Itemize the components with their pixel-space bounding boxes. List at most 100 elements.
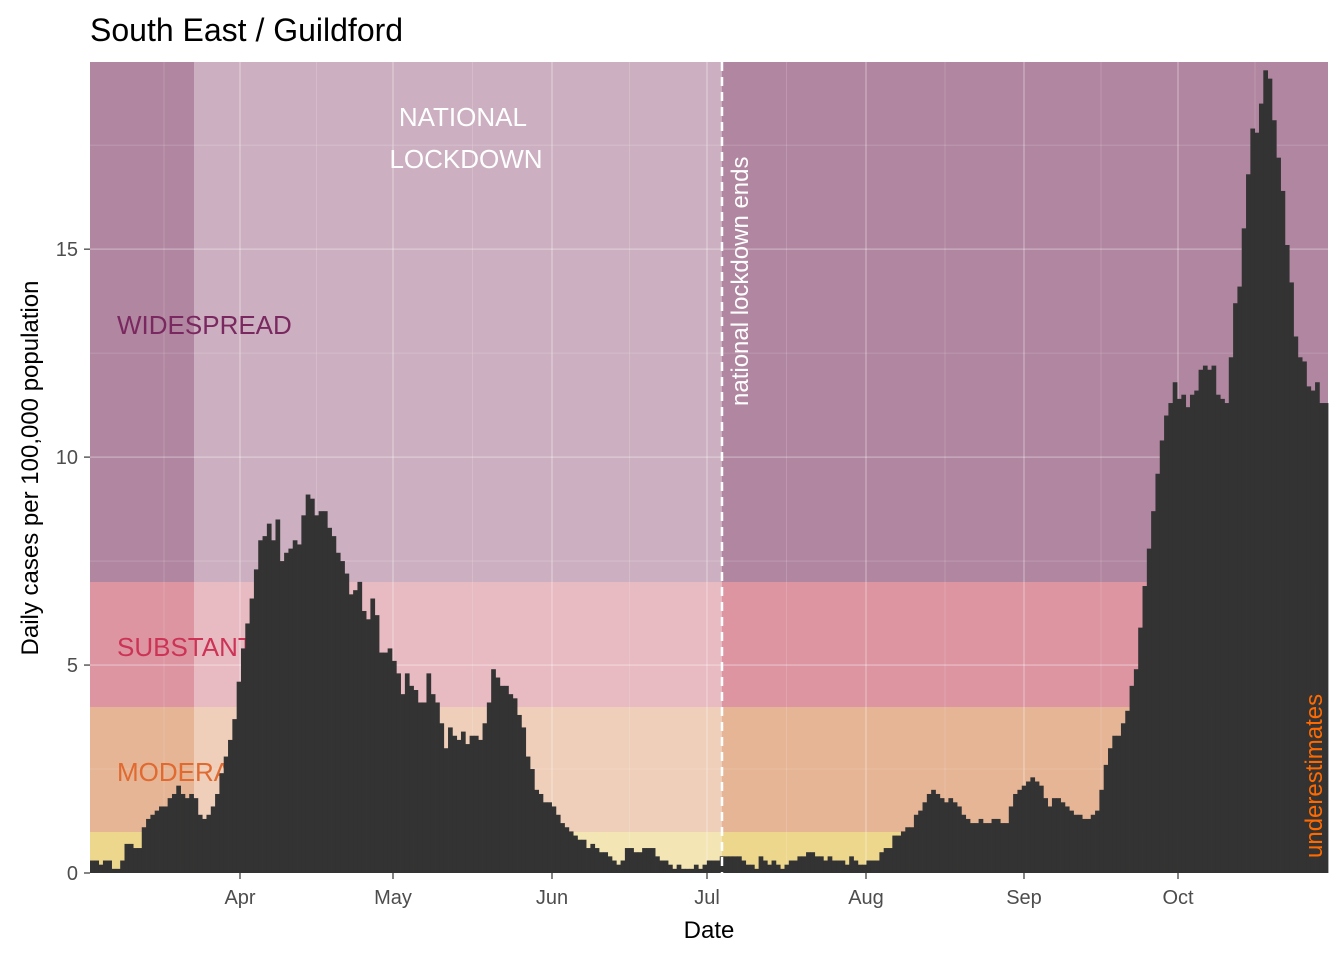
bar [391, 660, 397, 873]
bar [232, 719, 238, 873]
bar [417, 702, 423, 873]
bar [1254, 132, 1260, 873]
bar [154, 810, 160, 873]
bar [318, 511, 324, 873]
bar [1267, 78, 1273, 873]
bar [297, 544, 302, 873]
bar [965, 818, 971, 873]
bar [240, 648, 246, 873]
bar [197, 814, 203, 873]
bar [810, 852, 816, 873]
bar [284, 552, 289, 873]
bar [344, 573, 350, 873]
bar [819, 856, 824, 873]
bar [577, 839, 583, 873]
bar [689, 868, 695, 873]
bar [1116, 735, 1122, 873]
bar [223, 756, 229, 873]
bar [1228, 357, 1234, 873]
bar [469, 735, 475, 873]
bar [616, 864, 621, 873]
bar [853, 860, 859, 873]
bar [348, 594, 354, 873]
bar [745, 864, 751, 873]
bar [120, 860, 125, 873]
bar [952, 802, 958, 873]
bar [163, 806, 169, 873]
bar [1297, 357, 1303, 873]
bar [547, 802, 552, 873]
bar [1030, 777, 1036, 873]
bar [995, 818, 1001, 873]
bar [823, 860, 829, 873]
lockdown-label-line1: NATIONAL [399, 102, 527, 132]
bar [210, 806, 216, 873]
bar [875, 860, 880, 873]
bar [1138, 627, 1143, 873]
bar [439, 723, 445, 873]
bar [465, 744, 470, 873]
bar [1284, 244, 1290, 874]
bar [974, 823, 979, 873]
bar [1319, 403, 1325, 873]
bar [538, 793, 544, 873]
bar [693, 864, 699, 873]
bar [1315, 382, 1320, 873]
bar [758, 856, 764, 873]
bar [762, 860, 768, 873]
bar [1189, 394, 1195, 873]
bar [189, 793, 194, 873]
bar [1207, 369, 1212, 873]
bar [504, 685, 509, 873]
x-tick-label: Sep [1006, 887, 1042, 909]
bar [176, 785, 181, 873]
bar [422, 702, 427, 873]
bar [219, 773, 225, 873]
bar [698, 868, 703, 873]
band-label-widespread: WIDESPREAD [117, 310, 292, 340]
x-tick-label: Oct [1162, 887, 1194, 909]
bar [309, 498, 315, 873]
bar [409, 685, 414, 873]
bar [844, 864, 850, 873]
bar [322, 511, 328, 873]
x-tick-label: Jun [536, 887, 568, 909]
bar [1069, 810, 1074, 873]
bar [1047, 806, 1053, 873]
bar [534, 789, 540, 873]
bar [944, 802, 949, 873]
bar [909, 827, 915, 873]
bar [551, 806, 557, 873]
bar [724, 856, 729, 873]
y-tick-label: 10 [56, 447, 78, 469]
bar [1038, 785, 1044, 873]
bar [749, 864, 755, 873]
bar [335, 552, 341, 873]
x-tick-label: May [374, 887, 412, 909]
bar [715, 860, 721, 873]
bar [1211, 365, 1217, 873]
bar [159, 806, 164, 873]
bar [404, 673, 410, 873]
bar [711, 860, 716, 873]
bar [896, 835, 902, 873]
bar [1293, 336, 1299, 873]
bar [706, 860, 712, 873]
bar [862, 864, 867, 873]
bar [728, 856, 734, 873]
bar [650, 848, 656, 873]
bar [193, 798, 199, 873]
bar [620, 860, 626, 873]
bar [1151, 511, 1156, 873]
bar [1146, 548, 1152, 873]
bar [491, 669, 496, 873]
bar [594, 848, 600, 873]
bar [1164, 415, 1169, 873]
bar [370, 598, 376, 873]
bar [171, 793, 177, 873]
bar [900, 831, 906, 873]
bar [249, 598, 255, 873]
bar [991, 818, 997, 873]
bar [98, 864, 104, 873]
